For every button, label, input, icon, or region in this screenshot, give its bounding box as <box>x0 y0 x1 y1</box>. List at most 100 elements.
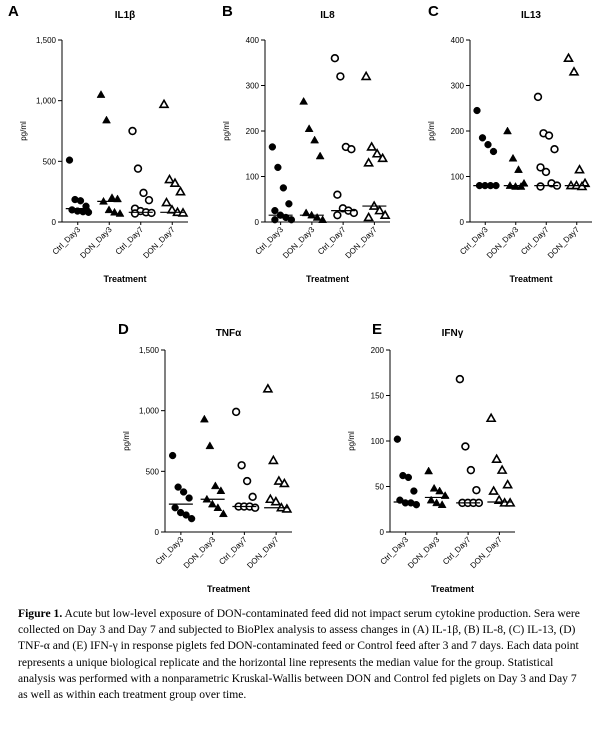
data-point <box>130 209 140 218</box>
chart-title: IFNγ <box>442 328 464 339</box>
x-tick-label: DON_Day7 <box>469 535 505 571</box>
data-point <box>473 106 481 115</box>
data-point <box>426 495 436 504</box>
data-point <box>164 173 175 184</box>
y-tick-label: 400 <box>451 36 465 45</box>
data-point <box>429 483 439 492</box>
data-point <box>435 486 445 495</box>
data-point <box>110 207 119 216</box>
data-point <box>312 212 322 221</box>
y-axis-label: pg/ml <box>427 121 436 141</box>
data-point <box>182 511 190 519</box>
x-tick-label: DON_Day3 <box>281 225 317 261</box>
x-tick-label: DON_Day3 <box>182 535 218 571</box>
data-point <box>489 147 498 156</box>
data-point <box>65 156 74 164</box>
x-axis-label: Treatment <box>509 274 552 284</box>
data-point <box>287 216 296 224</box>
y-tick-label: 0 <box>460 218 465 227</box>
data-point <box>574 164 585 174</box>
data-point <box>393 435 402 443</box>
x-tick-label: Ctrl_Day3 <box>458 225 490 257</box>
data-point <box>179 488 188 496</box>
data-point <box>278 477 290 488</box>
data-point <box>360 70 372 81</box>
x-tick-label: DON_Day3 <box>485 225 521 261</box>
x-tick-label: Ctrl_Day3 <box>379 535 411 567</box>
chart-title: IL1β <box>115 10 136 21</box>
data-point <box>96 90 106 98</box>
data-point <box>218 509 228 518</box>
data-point <box>377 152 389 163</box>
data-point <box>488 485 500 495</box>
data-point <box>374 205 386 215</box>
y-axis-label: pg/ml <box>222 121 231 141</box>
data-point <box>437 500 447 508</box>
data-point <box>213 503 223 511</box>
data-point <box>76 197 85 205</box>
data-point <box>330 53 340 63</box>
data-point <box>158 98 170 109</box>
data-point <box>205 441 215 450</box>
data-point <box>491 453 503 463</box>
data-point <box>270 496 282 506</box>
data-point <box>485 412 497 423</box>
data-point <box>104 205 114 214</box>
data-point <box>139 188 148 198</box>
y-tick-label: 500 <box>43 157 57 166</box>
y-tick-label: 1,000 <box>36 97 57 106</box>
data-point <box>250 503 260 512</box>
y-tick-label: 0 <box>380 528 385 537</box>
panel-letter: C <box>428 3 439 20</box>
y-tick-label: 0 <box>155 528 160 537</box>
data-point <box>301 208 311 217</box>
y-axis-label: pg/ml <box>347 431 356 451</box>
x-tick-label: DON_Day7 <box>245 535 281 571</box>
x-tick-label: Ctrl_Day3 <box>51 225 83 257</box>
panel-letter: B <box>222 3 233 20</box>
y-tick-label: 100 <box>246 173 260 182</box>
data-point <box>333 210 342 220</box>
data-point <box>271 206 279 215</box>
caption-label: Figure 1. <box>18 607 63 620</box>
data-point <box>279 184 288 192</box>
x-axis-label: Treatment <box>207 584 250 594</box>
data-point <box>550 145 559 154</box>
data-point <box>169 177 181 187</box>
x-tick-label: Ctrl_Day3 <box>254 225 286 257</box>
data-point <box>363 157 375 167</box>
data-point <box>404 473 413 482</box>
y-tick-label: 1,500 <box>36 36 57 45</box>
data-point <box>371 148 383 158</box>
data-point <box>210 481 220 490</box>
y-tick-label: 100 <box>451 173 465 182</box>
y-tick-label: 150 <box>371 392 385 401</box>
data-point <box>102 115 111 124</box>
data-point <box>544 131 554 140</box>
data-point <box>514 165 523 173</box>
data-point <box>503 126 512 135</box>
y-tick-label: 0 <box>52 218 57 227</box>
data-point <box>347 145 356 154</box>
data-point <box>231 407 241 417</box>
data-point <box>273 475 285 485</box>
x-tick-label: Ctrl_Day7 <box>316 225 348 257</box>
chart-title: IL8 <box>320 10 335 21</box>
data-point <box>410 487 418 495</box>
y-tick-label: 0 <box>255 218 260 227</box>
data-point <box>262 383 274 393</box>
data-point <box>175 186 186 196</box>
data-point <box>333 190 342 199</box>
data-point <box>318 215 328 223</box>
y-tick-label: 200 <box>246 127 260 136</box>
y-tick-label: 400 <box>246 36 260 45</box>
data-point <box>242 476 252 486</box>
data-point <box>310 135 320 144</box>
data-point <box>107 193 117 201</box>
x-axis-label: Treatment <box>103 274 146 284</box>
data-point <box>478 134 487 142</box>
data-point <box>274 163 282 172</box>
caption-text: Acute but low-level exposure of DON-cont… <box>18 607 580 702</box>
x-tick-label: Ctrl_Day7 <box>441 535 473 567</box>
